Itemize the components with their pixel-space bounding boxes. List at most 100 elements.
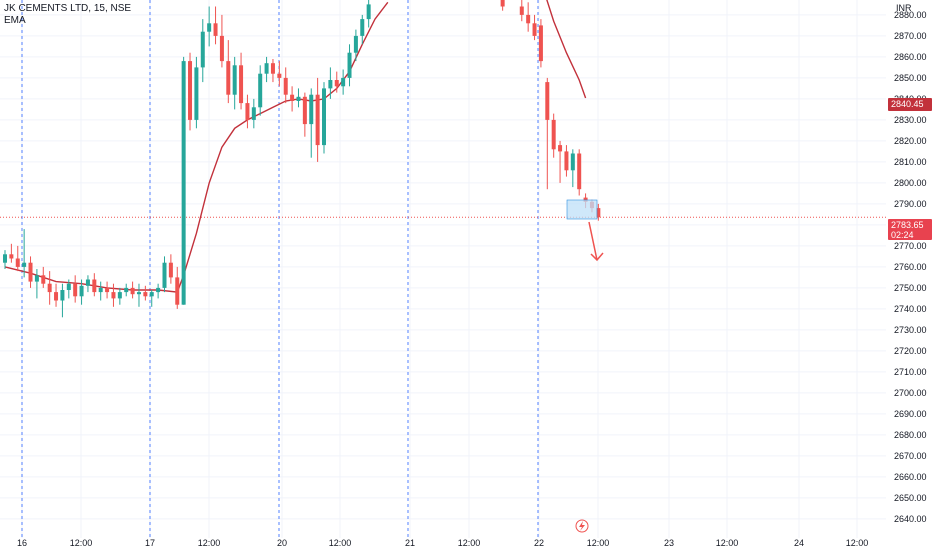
bullish-candle[interactable] xyxy=(98,281,103,301)
ema-price-label: 2840.45 xyxy=(888,98,932,111)
bearish-candle[interactable] xyxy=(526,2,531,32)
bearish-candle[interactable] xyxy=(283,67,288,104)
y-tick-label: 2730.00 xyxy=(894,325,927,335)
y-tick-label: 2850.00 xyxy=(894,73,927,83)
bearish-candle[interactable] xyxy=(315,77,320,162)
bearish-candle[interactable] xyxy=(188,52,193,131)
bearish-candle[interactable] xyxy=(47,271,52,305)
bullish-candle[interactable] xyxy=(117,287,122,305)
bearish-candle[interactable] xyxy=(302,92,307,137)
bearish-candle[interactable] xyxy=(500,0,505,11)
bullish-candle[interactable] xyxy=(570,149,575,188)
x-tick-label: 24 xyxy=(794,538,804,548)
x-tick-label: 12:00 xyxy=(716,538,739,548)
bullish-candle[interactable] xyxy=(194,56,199,129)
x-tick-label: 12:00 xyxy=(458,538,481,548)
bearish-candle[interactable] xyxy=(226,40,231,104)
bearish-candle[interactable] xyxy=(519,0,524,22)
bearish-candle[interactable] xyxy=(130,281,135,299)
bearish-candle[interactable] xyxy=(564,145,569,177)
bearish-candle[interactable] xyxy=(41,266,46,288)
bullish-candle[interactable] xyxy=(22,229,27,278)
last-price-label: 2783.65 02:24 xyxy=(888,219,932,240)
x-tick-label: 12:00 xyxy=(329,538,352,548)
bullish-candle[interactable] xyxy=(124,283,129,297)
down-arrow-drawing xyxy=(588,221,604,262)
bullish-candle[interactable] xyxy=(309,88,314,158)
x-tick-label: 21 xyxy=(405,538,415,548)
bullish-candle[interactable] xyxy=(264,56,269,83)
bearish-candle[interactable] xyxy=(105,281,110,299)
bearish-candle[interactable] xyxy=(558,140,563,183)
bearish-candle[interactable] xyxy=(577,149,582,196)
x-tick-label: 20 xyxy=(277,538,287,548)
bullish-candle[interactable] xyxy=(136,283,141,307)
x-tick-label: 22 xyxy=(534,538,544,548)
bearish-candle[interactable] xyxy=(277,61,282,87)
bearish-candle[interactable] xyxy=(73,275,78,303)
bullish-candle[interactable] xyxy=(149,290,154,307)
bearish-candle[interactable] xyxy=(28,256,33,288)
y-tick-label: 2720.00 xyxy=(894,346,927,356)
bearish-candle[interactable] xyxy=(92,273,97,297)
bearish-candle[interactable] xyxy=(596,203,601,221)
ema-line xyxy=(4,1,389,293)
bearish-candle[interactable] xyxy=(545,77,550,190)
bearish-candle[interactable] xyxy=(213,6,218,45)
bearish-candle[interactable] xyxy=(9,243,14,263)
bullish-candle[interactable] xyxy=(328,67,333,99)
bullish-candle[interactable] xyxy=(347,44,352,87)
bullish-candle[interactable] xyxy=(353,29,358,62)
y-tick-label: 2710.00 xyxy=(894,367,927,377)
bullish-candle[interactable] xyxy=(341,69,346,95)
y-tick-label: 2860.00 xyxy=(894,52,927,62)
bullish-candle[interactable] xyxy=(360,14,365,45)
bearish-candle[interactable] xyxy=(538,19,543,68)
bullish-candle[interactable] xyxy=(322,82,326,154)
bullish-candle[interactable] xyxy=(66,279,71,299)
bullish-candle[interactable] xyxy=(296,88,301,108)
lightning-icon[interactable] xyxy=(575,519,589,533)
bearish-candle[interactable] xyxy=(111,283,116,307)
bearish-candle[interactable] xyxy=(175,266,180,309)
bullish-candle[interactable] xyxy=(3,250,7,269)
bullish-candle[interactable] xyxy=(79,279,84,305)
y-tick-label: 2680.00 xyxy=(894,430,927,440)
bearish-candle[interactable] xyxy=(245,94,250,129)
y-tick-label: 2740.00 xyxy=(894,304,927,314)
y-tick-label: 2640.00 xyxy=(894,514,927,524)
bearish-candle[interactable] xyxy=(532,14,537,41)
x-tick-label: 17 xyxy=(145,538,155,548)
indicator-label[interactable]: EMA xyxy=(4,15,26,26)
bearish-candle[interactable] xyxy=(54,283,59,307)
bearish-candle[interactable] xyxy=(143,285,148,301)
bullish-candle[interactable] xyxy=(200,19,205,83)
bearish-candle[interactable] xyxy=(551,113,556,158)
bullish-candle[interactable] xyxy=(162,256,167,293)
bearish-candle[interactable] xyxy=(168,254,173,284)
y-tick-label: 2760.00 xyxy=(894,262,927,272)
bullish-candle[interactable] xyxy=(366,0,371,28)
y-tick-label: 2870.00 xyxy=(894,31,927,41)
y-tick-label: 2650.00 xyxy=(894,493,927,503)
bullish-candle[interactable] xyxy=(34,269,39,299)
bullish-candle[interactable] xyxy=(232,56,237,110)
bullish-candle[interactable] xyxy=(251,98,256,129)
bearish-candle[interactable] xyxy=(290,86,295,112)
bullish-candle[interactable] xyxy=(258,65,263,116)
ema-line xyxy=(546,0,587,99)
bullish-candle[interactable] xyxy=(85,275,90,293)
y-tick-label: 2660.00 xyxy=(894,472,927,482)
bearish-candle[interactable] xyxy=(270,59,275,83)
bullish-candle[interactable] xyxy=(181,56,186,305)
y-tick-label: 2810.00 xyxy=(894,157,927,167)
bullish-candle[interactable] xyxy=(60,283,65,318)
bearish-candle[interactable] xyxy=(15,245,20,272)
symbol-title[interactable]: JK CEMENTS LTD, 15, NSE xyxy=(4,3,132,14)
bullish-candle[interactable] xyxy=(207,6,212,47)
bearish-candle[interactable] xyxy=(219,14,224,68)
bullish-candle[interactable] xyxy=(156,283,161,299)
bearish-candle[interactable] xyxy=(334,71,339,93)
bearish-candle[interactable] xyxy=(239,52,244,110)
